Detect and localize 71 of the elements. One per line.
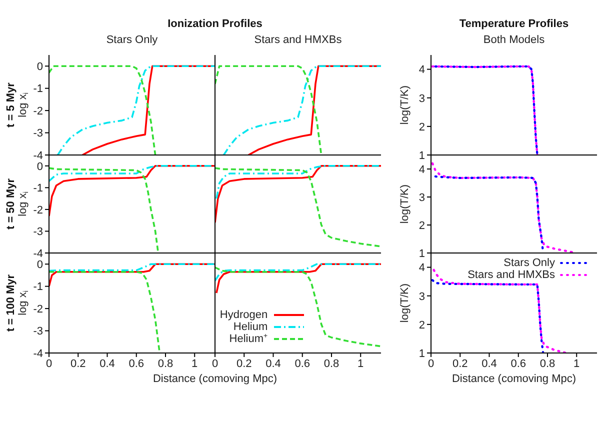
chart-title: Ionization Profiles	[166, 18, 264, 30]
x-tick-label: 1	[192, 358, 198, 370]
y-tick-label: 0	[36, 160, 43, 173]
y-tick-label: 3	[418, 192, 425, 204]
x-tick-label: 0.4	[266, 358, 281, 370]
x-axis-title: Distance (comoving Mpc)	[152, 373, 278, 385]
x-tick-label: 0.6	[294, 358, 310, 370]
x-tick-label: 0.2	[70, 358, 86, 370]
y-tick-label: -4	[33, 348, 43, 360]
y-tick-label: 1	[418, 248, 425, 260]
y-tick-label: -4	[33, 248, 43, 260]
y-tick-label: -2	[33, 105, 43, 118]
x-tick-label: 1	[574, 358, 580, 370]
x-tick-label: 0	[428, 358, 434, 370]
text: t = 100 Myr	[4, 273, 18, 334]
legend-label: Hydrogen	[220, 309, 268, 321]
x-tick-label: 0	[46, 358, 52, 370]
line-series	[49, 263, 215, 272]
x-tick-label: 1	[358, 358, 364, 370]
y-tick-label: -4	[33, 150, 43, 162]
y-tick-label: 3	[418, 290, 425, 303]
line-series	[56, 65, 215, 155]
chart-subtitle: Both Models	[482, 34, 546, 46]
x-tick-label: 0.6	[128, 358, 144, 370]
x-tick-label: 0.8	[324, 358, 340, 370]
y-axis-title: log(T/K)	[399, 283, 411, 323]
y-tick-label: -1	[33, 83, 43, 96]
x-tick-label: 0.2	[236, 358, 252, 370]
y-tick-label: -1	[33, 182, 43, 195]
y-tick-label: -3	[33, 226, 43, 238]
line-series	[431, 279, 544, 353]
legend-label: Helium	[233, 321, 268, 333]
x-tick-label: 0	[212, 358, 218, 370]
y-tick-label: 4	[418, 262, 425, 274]
y-tick-label: 0	[36, 61, 43, 74]
line-series	[49, 167, 160, 253]
y-tick-label: -3	[33, 128, 43, 140]
line-series	[49, 65, 156, 155]
legend-label: Stars and HMXBs	[468, 269, 555, 281]
y-tick-label: 4	[418, 64, 425, 76]
chart-subtitle: Stars Only	[105, 34, 159, 46]
y-axis-title: log(T/K)	[399, 85, 411, 125]
line-series	[49, 270, 161, 353]
x-tick-label: 0.4	[100, 358, 115, 370]
y-tick-label: -2	[33, 204, 43, 216]
text: t = 50 Myr	[4, 177, 18, 232]
y-tick-label: 3	[418, 92, 425, 105]
y-tick-label: 1	[418, 348, 425, 360]
y-axis-title: log(T/K)	[399, 184, 411, 224]
y-tick-label: -3	[33, 326, 43, 338]
y-tick-label: 4	[418, 164, 425, 176]
y-tick-label: 1	[418, 150, 425, 162]
y-tick-label: 2	[418, 121, 425, 134]
x-tick-label: 0.8	[540, 358, 556, 370]
x-tick-label: 0.6	[510, 358, 526, 370]
y-tick-label: -1	[33, 281, 43, 294]
line-series	[431, 65, 538, 155]
y-tick-label: 0	[36, 259, 43, 272]
x-tick-label: 0.4	[482, 358, 497, 370]
legend-label: Stars Only	[504, 257, 555, 269]
line-series	[49, 164, 215, 217]
y-tick-label: 2	[418, 319, 425, 332]
x-tick-label: 0.2	[452, 358, 468, 370]
y-tick-label: 2	[418, 220, 425, 232]
chart-subtitle: Stars and HMXBs	[253, 34, 343, 46]
y-tick-label: -2	[33, 303, 43, 316]
legend-label: Helium$^{+}$	[229, 333, 268, 345]
x-axis-title: Distance (comoving Mpc)	[450, 373, 578, 385]
chart-title: Temperature Profiles	[458, 18, 570, 30]
text: t = 5 Myr	[4, 82, 18, 130]
x-tick-label: 0.8	[158, 358, 174, 370]
